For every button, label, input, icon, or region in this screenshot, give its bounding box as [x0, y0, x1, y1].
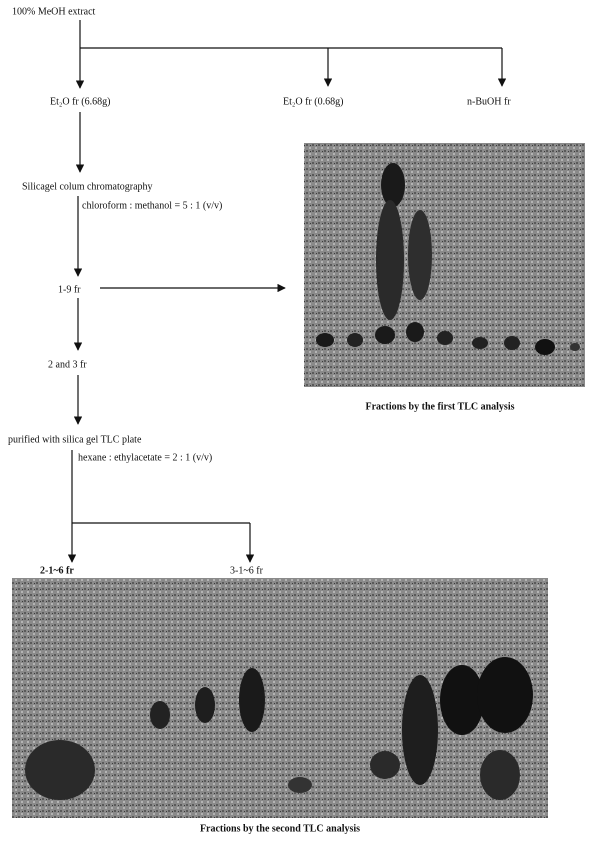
- tlc-image-1: [304, 143, 585, 387]
- node-label: Et₂O fr (6.68g): [50, 96, 110, 107]
- node-label: n-BuOH fr: [467, 96, 511, 107]
- node-label: 1-9 fr: [58, 284, 81, 295]
- node-note: hexane : ethylacetate = 2 : 1 (v/v): [78, 452, 212, 463]
- figure-caption: Fractions by the first TLC analysis: [366, 401, 515, 412]
- node-label: 2 and 3 fr: [48, 359, 87, 370]
- node-label: Silicagel colum chromatography: [22, 181, 153, 192]
- node-label: purified with silica gel TLC plate: [8, 434, 142, 445]
- node-label: 3-1~6 fr: [230, 565, 264, 576]
- connectors: [67, 20, 507, 563]
- node-label: 2-1~6 fr: [40, 565, 74, 576]
- node-label: Et₂O fr (0.68g): [283, 96, 343, 107]
- tlc-image-2: [12, 578, 548, 818]
- figure-caption: Fractions by the second TLC analysis: [200, 823, 360, 834]
- node-note: chloroform : methanol = 5 : 1 (v/v): [82, 200, 222, 211]
- node-label: 100% MeOH extract: [12, 6, 96, 17]
